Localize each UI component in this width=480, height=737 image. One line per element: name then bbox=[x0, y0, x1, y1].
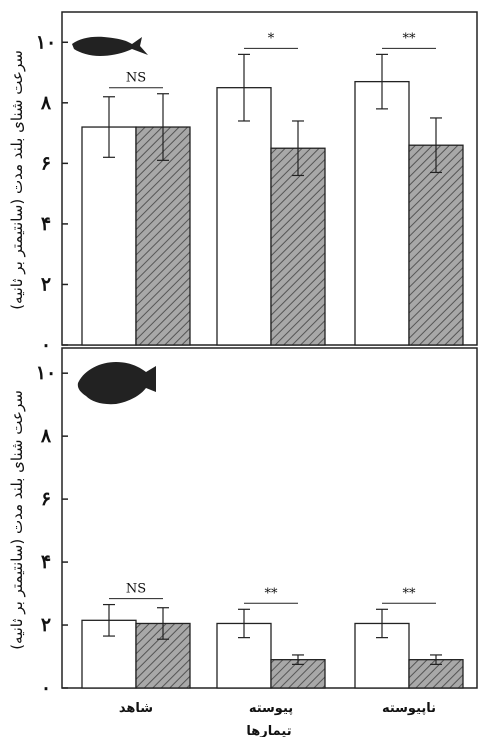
bar-hatched bbox=[408, 144, 464, 346]
panel-top-ylabel: سرعت شنای بلند مدت (سانتیمتر بر ثانیه) bbox=[8, 50, 26, 310]
ytick-label: ۰ bbox=[41, 334, 51, 356]
ytick-label: ۲ bbox=[41, 614, 51, 636]
significance-label: * bbox=[268, 31, 275, 46]
panel-bottom-bars bbox=[81, 603, 464, 689]
bar-white bbox=[354, 622, 410, 689]
ytick-label: ۱۰ bbox=[36, 362, 56, 384]
panel-bottom-yticks: ۰ ۲ ۴ ۶ ۸ ۱۰ bbox=[36, 362, 68, 699]
bar-white bbox=[354, 80, 410, 346]
significance-label: ** bbox=[403, 31, 417, 46]
panel-bottom-ylabel: سرعت شنای بلند مدت (سانتیمتر بر ثانیه) bbox=[8, 390, 26, 650]
x-axis-title: تیمارها bbox=[246, 724, 291, 737]
bar-white bbox=[216, 87, 272, 346]
bar-hatched bbox=[135, 126, 191, 346]
slender-fish-icon bbox=[72, 36, 148, 56]
ytick-label: ۸ bbox=[40, 92, 52, 114]
x-category-label: پیوسته bbox=[249, 701, 293, 716]
ytick-label: ۲ bbox=[41, 273, 51, 295]
panel-top: سرعت شنای بلند مدت (سانتیمتر بر ثانیه) ۰… bbox=[8, 11, 478, 356]
bar-white bbox=[81, 126, 137, 346]
bar-hatched bbox=[270, 147, 326, 346]
x-category-label: شاهد bbox=[119, 701, 153, 716]
ytick-label: ۱۰ bbox=[36, 31, 56, 53]
panel-bottom: سرعت شنای بلند مدت (سانتیمتر بر ثانیه) ۰… bbox=[8, 347, 478, 737]
significance-label: NS bbox=[126, 71, 146, 86]
panel-top-significance: NS* ** bbox=[109, 31, 436, 89]
panel-top-bars bbox=[81, 53, 464, 346]
panel-top-yticks: ۰ ۲ ۴ ۶ ۸ ۱۰ bbox=[36, 31, 68, 356]
ytick-label: ۴ bbox=[41, 213, 51, 235]
ytick-label: ۶ bbox=[41, 152, 51, 174]
cichlid-fish-icon bbox=[77, 362, 156, 405]
panel-bottom-significance: NS ** ** bbox=[109, 582, 436, 604]
significance-label: ** bbox=[403, 586, 417, 601]
significance-label: ** bbox=[265, 586, 279, 601]
x-category-label: ناپیوسته bbox=[382, 701, 436, 716]
significance-label: NS bbox=[126, 582, 146, 597]
ytick-label: ۶ bbox=[41, 488, 51, 510]
ytick-label: ۴ bbox=[41, 551, 51, 573]
ytick-label: ۸ bbox=[40, 425, 52, 447]
x-category-labels: شاهد پیوسته ناپیوسته bbox=[119, 701, 436, 716]
ytick-label: ۰ bbox=[41, 677, 51, 699]
